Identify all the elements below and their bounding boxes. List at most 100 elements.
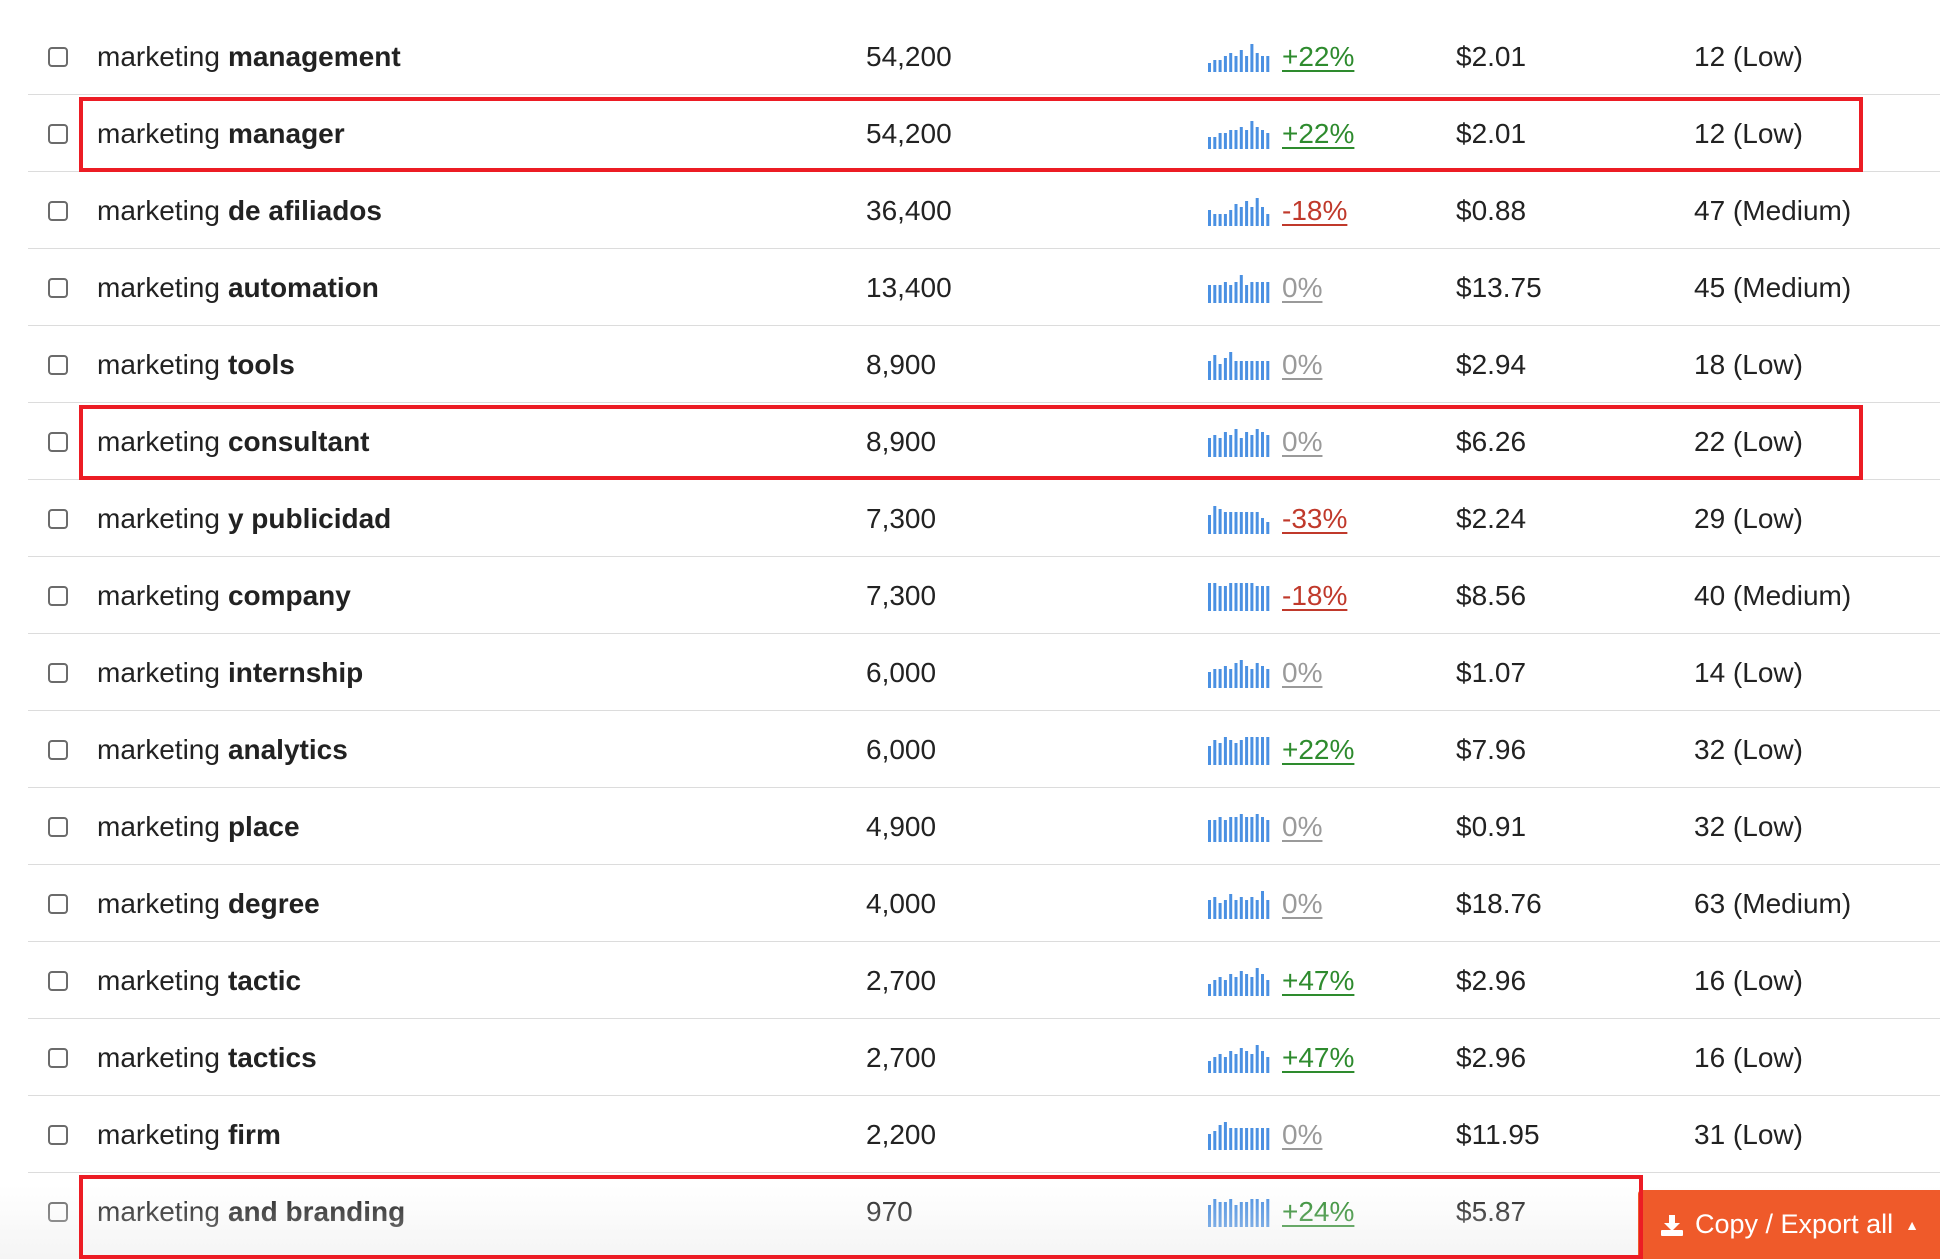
keyword-base: marketing <box>97 1195 220 1227</box>
trend-percent[interactable]: +22% <box>1282 733 1355 765</box>
row-checkbox[interactable] <box>48 585 68 606</box>
trend-percent[interactable]: 0% <box>1282 348 1323 380</box>
sparkline-bar <box>1250 360 1254 380</box>
trend-percent[interactable]: 0% <box>1282 887 1323 919</box>
sparkline-bar <box>1245 129 1249 149</box>
keyword-results-table: marketing management 54,200 +22% $2.01 1… <box>28 18 1940 1250</box>
trend-sparkline <box>1208 120 1270 149</box>
cpc-value: $2.01 <box>1456 117 1527 149</box>
trend-percent[interactable]: +22% <box>1282 40 1355 72</box>
row-checkbox[interactable] <box>48 46 68 67</box>
sparkline-bar <box>1234 203 1238 226</box>
row-checkbox-cell <box>45 788 71 865</box>
competition-value: 63 (Medium) <box>1694 887 1852 919</box>
sparkline-bar <box>1266 668 1270 688</box>
trend-percent[interactable]: -18% <box>1282 579 1348 611</box>
row-checkbox[interactable] <box>48 123 68 144</box>
sparkline-bar <box>1229 816 1233 842</box>
competition-value: 16 (Low) <box>1694 1041 1803 1073</box>
sparkline-bar <box>1239 1047 1243 1073</box>
trend-sparkline <box>1208 197 1270 226</box>
row-checkbox[interactable] <box>48 354 68 375</box>
cpc-value: $18.76 <box>1456 887 1542 919</box>
trend-percent[interactable]: 0% <box>1282 656 1323 688</box>
search-volume: 8,900 <box>866 425 937 457</box>
trend-percent[interactable]: 0% <box>1282 1118 1323 1150</box>
trend-sparkline <box>1208 582 1270 611</box>
sparkline-bar <box>1255 585 1259 611</box>
sparkline-bar <box>1234 1053 1238 1073</box>
table-row: marketing firm 2,200 0% $11.95 31 (Low) <box>28 1096 1940 1173</box>
sparkline-bar <box>1266 1056 1270 1073</box>
row-checkbox[interactable] <box>48 816 68 837</box>
trend-percent[interactable]: +24% <box>1282 1195 1355 1227</box>
sparkline-bar <box>1250 668 1254 688</box>
sparkline-bar <box>1261 281 1264 303</box>
sparkline-bar <box>1213 668 1217 688</box>
sparkline-bar <box>1234 899 1238 919</box>
row-checkbox[interactable] <box>48 662 68 683</box>
sparkline-bar <box>1218 59 1222 72</box>
keyword-suffix: tactics <box>227 1041 317 1073</box>
keyword-suffix: automation <box>227 271 379 303</box>
sparkline-bar <box>1266 819 1270 842</box>
trend-percent[interactable]: +47% <box>1282 964 1355 996</box>
table-row: marketing automation 13,400 0% $13.75 45… <box>28 249 1940 326</box>
trend-sparkline <box>1208 1121 1270 1150</box>
trend-percent[interactable]: -18% <box>1282 194 1348 226</box>
sparkline-bar <box>1234 281 1238 303</box>
trend-percent[interactable]: +47% <box>1282 1041 1355 1073</box>
keyword-cell: marketing place <box>97 788 300 865</box>
row-checkbox[interactable] <box>48 508 68 529</box>
sparkline-bar <box>1239 49 1243 72</box>
keyword-base: marketing <box>97 1041 220 1073</box>
sparkline-bar <box>1229 1050 1233 1073</box>
sparkline-bar <box>1234 742 1238 765</box>
sparkline-bar <box>1229 209 1233 226</box>
table-row: marketing place 4,900 0% $0.91 32 (Low) <box>28 788 1940 865</box>
sparkline-bar <box>1250 206 1254 226</box>
sparkline-bar <box>1218 1124 1222 1150</box>
cpc-value: $6.26 <box>1456 425 1527 457</box>
sparkline-bar <box>1250 1198 1254 1227</box>
sparkline-bar <box>1255 967 1259 996</box>
sparkline-bar <box>1234 511 1238 534</box>
trend-percent[interactable]: 0% <box>1282 810 1323 842</box>
sparkline-bar <box>1229 668 1233 688</box>
trend-percent[interactable]: 0% <box>1282 425 1323 457</box>
sparkline-bar <box>1213 979 1217 996</box>
copy-export-all-button[interactable]: Copy / Export all ▲ <box>1638 1190 1940 1259</box>
sparkline-bar <box>1213 896 1217 919</box>
sparkline-bar <box>1213 136 1217 149</box>
row-checkbox[interactable] <box>48 431 68 452</box>
sparkline-bar <box>1255 1127 1259 1150</box>
row-checkbox-cell <box>45 18 71 95</box>
sparkline-bar <box>1239 437 1243 457</box>
trend-percent[interactable]: -33% <box>1282 502 1348 534</box>
row-checkbox[interactable] <box>48 970 68 991</box>
row-checkbox[interactable] <box>48 893 68 914</box>
competition-value: 18 (Low) <box>1694 348 1803 380</box>
sparkline-bar <box>1213 739 1217 765</box>
sparkline-bar <box>1266 979 1270 996</box>
caret-up-icon: ▲ <box>1905 1216 1919 1233</box>
row-checkbox[interactable] <box>48 1124 68 1145</box>
keyword-cell: marketing company <box>97 557 351 634</box>
row-checkbox[interactable] <box>48 200 68 221</box>
keyword-cell: marketing de afiliados <box>97 172 382 249</box>
row-checkbox-cell <box>45 557 71 634</box>
keyword-cell: marketing automation <box>97 249 379 326</box>
sparkline-bar <box>1245 1201 1249 1227</box>
row-checkbox[interactable] <box>48 1201 68 1222</box>
row-checkbox[interactable] <box>48 277 68 298</box>
sparkline-bar <box>1234 582 1238 611</box>
row-checkbox[interactable] <box>48 1047 68 1068</box>
sparkline-bar <box>1255 360 1259 380</box>
trend-percent[interactable]: +22% <box>1282 117 1355 149</box>
trend-percent[interactable]: 0% <box>1282 271 1323 303</box>
row-checkbox[interactable] <box>48 739 68 760</box>
table-row: marketing de afiliados 36,400 -18% $0.88… <box>28 172 1940 249</box>
sparkline-bar <box>1239 511 1243 534</box>
sparkline-bar <box>1213 582 1217 611</box>
trend-cell: 0% <box>1208 788 1322 865</box>
